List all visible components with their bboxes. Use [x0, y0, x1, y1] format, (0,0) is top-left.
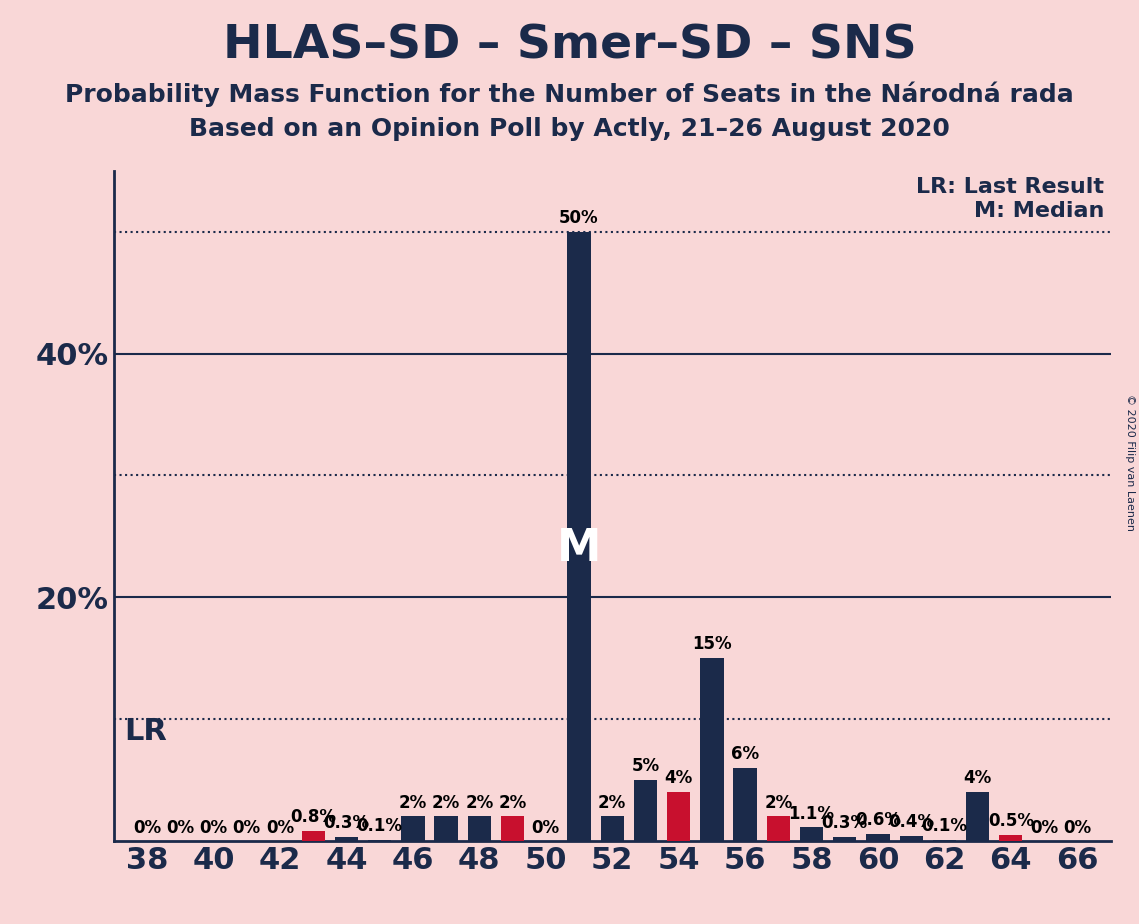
Text: M: Median: M: Median [974, 201, 1104, 222]
Text: 2%: 2% [764, 794, 793, 811]
Bar [767, 817, 790, 841]
Text: 0%: 0% [1063, 820, 1091, 837]
Bar [933, 840, 956, 841]
Text: Based on an Opinion Poll by Actly, 21–26 August 2020: Based on an Opinion Poll by Actly, 21–26… [189, 117, 950, 141]
Text: 15%: 15% [693, 636, 731, 653]
Text: 0.8%: 0.8% [290, 808, 336, 826]
Bar [833, 837, 857, 841]
Text: 0%: 0% [532, 820, 560, 837]
Bar [501, 817, 524, 841]
Text: 0%: 0% [265, 820, 294, 837]
Text: 2%: 2% [598, 794, 626, 811]
Text: 0.1%: 0.1% [357, 817, 403, 834]
Text: 4%: 4% [964, 770, 992, 787]
Bar [734, 768, 756, 841]
Bar [633, 780, 657, 841]
Text: 2%: 2% [465, 794, 493, 811]
Bar [434, 817, 458, 841]
Text: 0.6%: 0.6% [855, 810, 901, 829]
Bar [966, 792, 990, 841]
Bar [800, 828, 823, 841]
Bar [600, 817, 624, 841]
Text: 4%: 4% [664, 770, 693, 787]
Text: M: M [557, 527, 601, 570]
Text: 0.5%: 0.5% [988, 812, 1034, 830]
Text: 2%: 2% [399, 794, 427, 811]
Text: 2%: 2% [499, 794, 526, 811]
Text: 0%: 0% [232, 820, 261, 837]
Text: 50%: 50% [559, 209, 599, 227]
Text: 0.3%: 0.3% [821, 814, 868, 833]
Text: 0%: 0% [133, 820, 162, 837]
Text: HLAS–SD – Smer–SD – SNS: HLAS–SD – Smer–SD – SNS [222, 23, 917, 68]
Text: 6%: 6% [731, 745, 760, 763]
Bar [900, 836, 923, 841]
Bar [999, 834, 1023, 841]
Bar [700, 658, 723, 841]
Text: LR: LR [124, 717, 166, 746]
Bar [368, 840, 392, 841]
Bar [302, 831, 325, 841]
Bar [335, 837, 358, 841]
Text: © 2020 Filip van Laenen: © 2020 Filip van Laenen [1125, 394, 1134, 530]
Bar [401, 817, 425, 841]
Text: Probability Mass Function for the Number of Seats in the Národná rada: Probability Mass Function for the Number… [65, 81, 1074, 107]
Text: LR: Last Result: LR: Last Result [916, 177, 1104, 197]
Bar [867, 833, 890, 841]
Text: 0%: 0% [166, 820, 195, 837]
Text: 0%: 0% [1030, 820, 1058, 837]
Text: 0.3%: 0.3% [323, 814, 369, 833]
Text: 0%: 0% [199, 820, 228, 837]
Bar [567, 232, 591, 841]
Text: 0.1%: 0.1% [921, 817, 967, 834]
Text: 1.1%: 1.1% [788, 805, 835, 822]
Text: 5%: 5% [631, 757, 659, 775]
Bar [667, 792, 690, 841]
Bar [468, 817, 491, 841]
Text: 0.4%: 0.4% [888, 813, 934, 831]
Text: 2%: 2% [432, 794, 460, 811]
